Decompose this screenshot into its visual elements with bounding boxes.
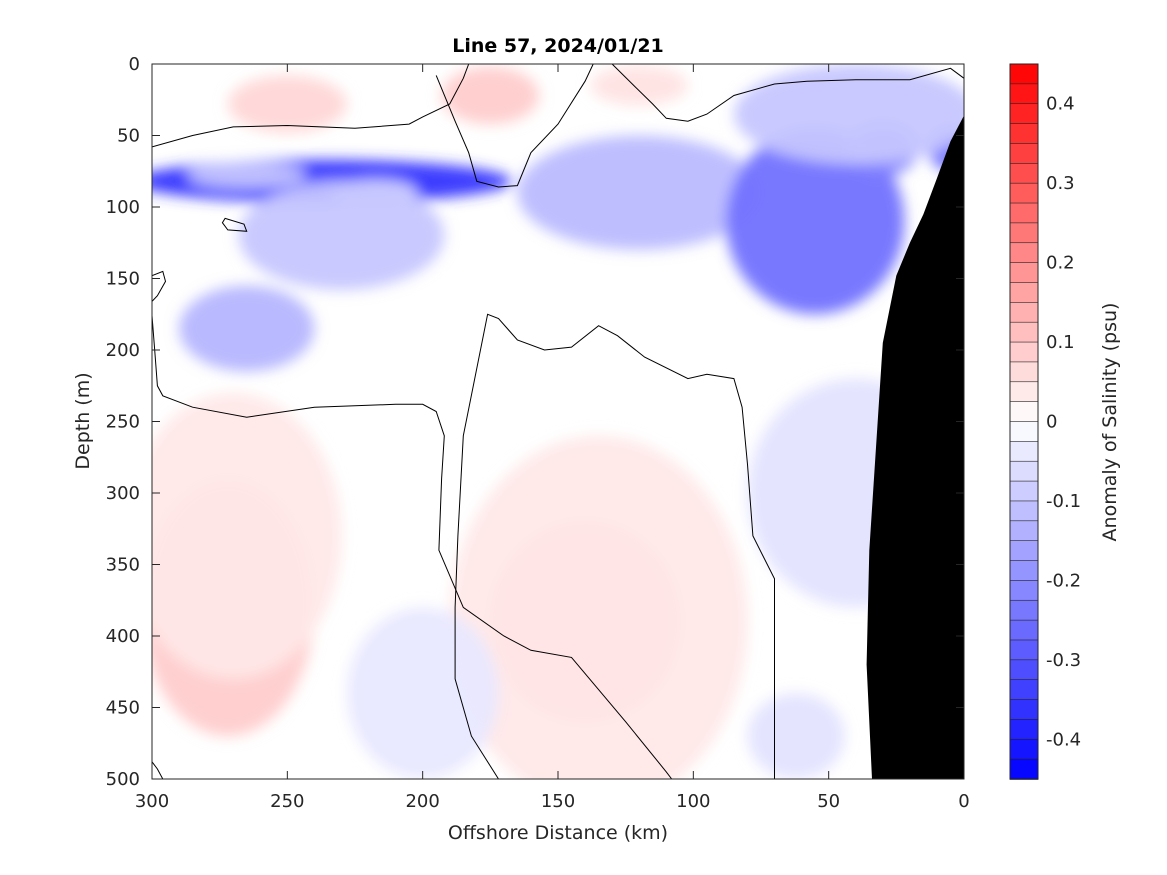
x-tick-label: 200	[405, 791, 439, 812]
colorbar-level	[1009, 341, 1039, 363]
colorbar-level	[1009, 202, 1039, 224]
land-mask	[866, 115, 964, 779]
colorbar-level	[1009, 282, 1039, 304]
y-tick-label: 350	[106, 555, 140, 576]
colorbar-tick-label: 0.2	[1046, 253, 1075, 274]
colorbar-level	[1009, 560, 1039, 582]
colorbar-level	[1009, 460, 1039, 482]
colorbar-tick-label: -0.4	[1046, 729, 1081, 750]
y-tick-label: 200	[106, 340, 140, 361]
colorbar-level	[1009, 520, 1039, 542]
anomaly-blob	[590, 65, 688, 106]
colorbar-level	[1009, 163, 1039, 184]
plot-area	[152, 64, 964, 779]
colorbar-tick-label: -0.1	[1046, 491, 1081, 512]
colorbar-tick-label: 0.4	[1046, 94, 1075, 115]
colorbar-tick-label: 0	[1046, 412, 1057, 433]
colorbar-tick-label: 0.1	[1046, 332, 1075, 353]
y-tick-label: 450	[106, 698, 140, 719]
anomaly-blob	[179, 285, 315, 372]
zero-contour-line	[454, 313, 775, 779]
colorbar-level	[1009, 758, 1039, 780]
colorbar-level	[1009, 262, 1039, 284]
zero-contours	[152, 64, 964, 779]
colorbar-level	[1009, 580, 1039, 602]
anomaly-blob	[187, 162, 307, 189]
colorbar-level	[1009, 401, 1039, 423]
anomaly-blob	[725, 128, 905, 315]
colorbar-level	[1009, 540, 1039, 562]
x-tick-label: 100	[676, 791, 710, 812]
x-tick-label: 0	[958, 791, 969, 812]
colorbar-level	[1009, 321, 1039, 343]
colorbar-level	[1009, 302, 1039, 323]
anomaly-blob	[238, 181, 445, 290]
y-tick-label: 300	[106, 483, 140, 504]
colorbar-level	[1009, 182, 1039, 204]
y-tick-label: 50	[117, 126, 140, 147]
zero-contour-line	[152, 270, 167, 302]
colorbar-tick-label: -0.2	[1046, 570, 1081, 591]
anomaly-blob	[441, 66, 540, 125]
colorbar-level	[1009, 63, 1039, 85]
anomaly-blob	[747, 693, 845, 779]
y-tick-label: 250	[106, 412, 140, 433]
zero-contour-line	[611, 64, 964, 122]
y-axis: 0 50 100 150 200 250 300 350 400 450 500	[106, 54, 964, 790]
y-tick-label: 400	[106, 626, 140, 647]
anomaly-blob	[449, 435, 748, 779]
anomaly-blob	[517, 135, 761, 250]
zero-contour-line	[435, 64, 594, 188]
x-tick-label: 150	[541, 791, 575, 812]
zero-contour-line	[152, 64, 470, 148]
colorbar: 0.4 0.3 0.2 0.1 0 -0.1 -0.2 -0.3 -0.4	[1009, 63, 1081, 780]
colorbar-level	[1009, 441, 1039, 463]
chart-title: Line 57, 2024/01/21	[452, 35, 664, 57]
colorbar-level	[1009, 599, 1039, 621]
anomaly-blob	[227, 75, 347, 133]
colorbar-level	[1009, 679, 1039, 701]
anomaly-blob	[733, 64, 964, 165]
anomaly-blob	[346, 607, 499, 779]
y-tick-label: 0	[129, 54, 140, 75]
colorbar-level	[1009, 143, 1039, 165]
colorbar-level	[1009, 242, 1039, 264]
y-tick-label: 100	[106, 197, 140, 218]
colorbar-level	[1009, 639, 1039, 661]
x-axis: 300 250 200 150 100 50 0	[135, 64, 970, 812]
colorbar-tick-label: -0.3	[1046, 650, 1081, 671]
zero-contour-line	[152, 315, 673, 779]
anomaly-blob	[152, 392, 342, 679]
colorbar-level	[1009, 480, 1039, 502]
colorbar-level	[1009, 619, 1039, 641]
colorbar-level	[1009, 719, 1039, 741]
colorbar-level	[1009, 738, 1039, 760]
colorbar-level	[1009, 381, 1039, 403]
colorbar-label: Anomaly of Salinity (psu)	[1099, 303, 1121, 542]
zero-contour-line	[221, 217, 248, 232]
y-tick-label: 500	[106, 769, 140, 790]
colorbar-level	[1009, 123, 1039, 145]
colorbar-level	[1009, 83, 1039, 105]
zero-contour-line	[152, 761, 164, 779]
colorbar-level	[1009, 500, 1039, 522]
x-axis-label: Offshore Distance (km)	[448, 822, 668, 844]
x-tick-label: 250	[270, 791, 304, 812]
colorbar-level	[1009, 361, 1039, 383]
y-tick-label: 150	[106, 269, 140, 290]
colorbar-level	[1009, 421, 1039, 443]
y-axis-label: Depth (m)	[72, 372, 94, 469]
colorbar-level	[1009, 659, 1039, 681]
x-tick-label: 300	[135, 791, 169, 812]
colorbar-level	[1009, 222, 1039, 244]
colorbar-level	[1009, 103, 1039, 125]
colorbar-tick-label: 0.3	[1046, 173, 1075, 194]
colorbar-frame	[1009, 63, 1039, 780]
colorbar-level	[1009, 699, 1039, 721]
x-tick-label: 50	[817, 791, 840, 812]
